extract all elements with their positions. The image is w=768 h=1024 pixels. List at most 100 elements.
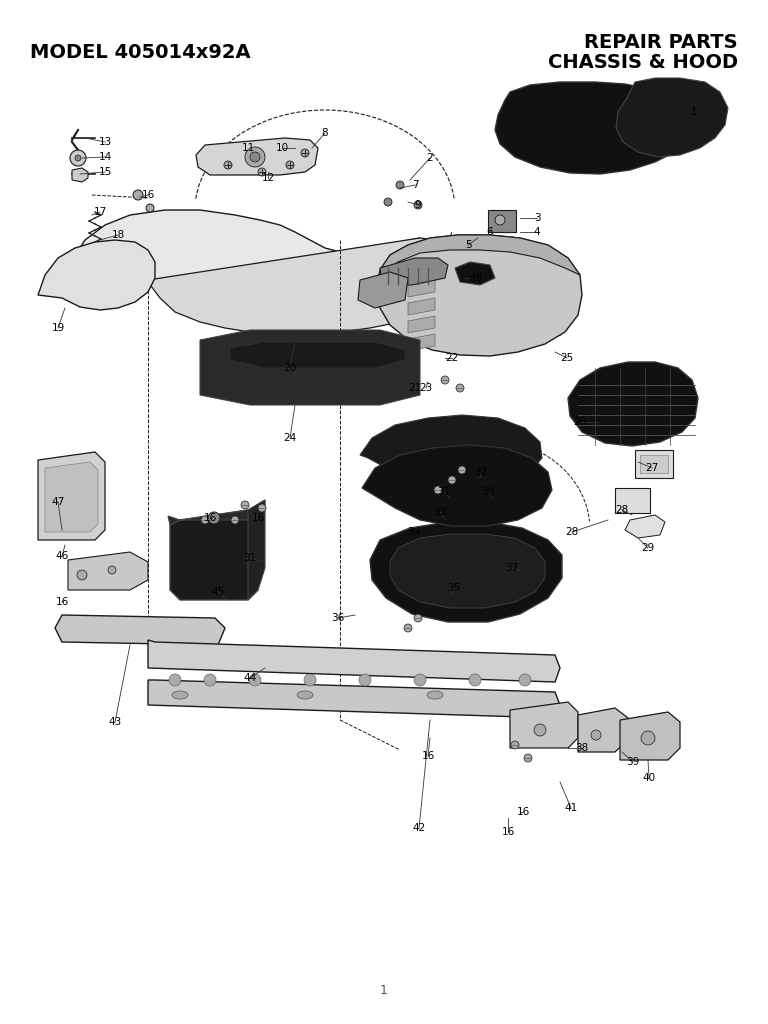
Text: 36: 36 (331, 613, 345, 623)
Circle shape (258, 504, 266, 512)
Text: 1: 1 (690, 106, 697, 117)
Polygon shape (168, 500, 265, 525)
Text: 31: 31 (437, 487, 451, 497)
Polygon shape (510, 702, 578, 748)
Text: 48: 48 (469, 273, 482, 283)
Polygon shape (380, 234, 580, 275)
Circle shape (245, 147, 265, 167)
Text: 34: 34 (407, 527, 421, 537)
Text: 6: 6 (487, 227, 493, 237)
Polygon shape (358, 272, 408, 308)
Bar (488, 210, 516, 232)
Circle shape (77, 570, 87, 580)
Circle shape (404, 624, 412, 632)
Text: 28: 28 (565, 527, 578, 537)
Polygon shape (408, 316, 435, 333)
Polygon shape (620, 712, 680, 760)
Text: 17: 17 (94, 207, 107, 217)
Circle shape (469, 674, 481, 686)
Ellipse shape (297, 691, 313, 699)
Text: 16: 16 (422, 751, 435, 761)
Text: 22: 22 (445, 353, 458, 362)
Polygon shape (148, 680, 560, 718)
Polygon shape (72, 168, 88, 182)
Polygon shape (38, 452, 105, 540)
Text: 1: 1 (380, 983, 388, 996)
Polygon shape (370, 522, 562, 622)
Polygon shape (148, 640, 560, 682)
Polygon shape (230, 342, 405, 368)
Text: REPAIR PARTS: REPAIR PARTS (584, 33, 738, 51)
Circle shape (641, 731, 655, 745)
Circle shape (169, 674, 181, 686)
Text: 42: 42 (412, 823, 425, 833)
Circle shape (146, 204, 154, 212)
Ellipse shape (427, 691, 443, 699)
Circle shape (108, 566, 116, 574)
Circle shape (224, 161, 232, 169)
Text: 32: 32 (475, 467, 488, 477)
Text: 16: 16 (502, 827, 515, 837)
Text: 2: 2 (427, 153, 433, 163)
Polygon shape (196, 138, 318, 175)
Text: 5: 5 (465, 240, 472, 250)
Text: 37: 37 (505, 563, 518, 573)
Circle shape (519, 674, 531, 686)
Text: MODEL 405014x92A: MODEL 405014x92A (30, 43, 250, 61)
Text: 26: 26 (574, 417, 587, 427)
Polygon shape (380, 258, 448, 285)
Text: 45: 45 (211, 587, 224, 597)
Text: 38: 38 (575, 743, 588, 753)
Text: 20: 20 (283, 362, 296, 373)
Circle shape (414, 201, 422, 209)
Circle shape (286, 161, 294, 169)
Circle shape (384, 198, 392, 206)
Circle shape (250, 152, 260, 162)
Circle shape (591, 730, 601, 740)
Circle shape (208, 512, 220, 524)
Polygon shape (495, 82, 692, 174)
Text: 33: 33 (433, 507, 447, 517)
Circle shape (258, 168, 266, 176)
Polygon shape (68, 552, 148, 590)
Circle shape (249, 674, 261, 686)
Text: 43: 43 (108, 717, 121, 727)
Text: 15: 15 (98, 167, 111, 177)
Text: 16: 16 (516, 807, 530, 817)
Text: 3: 3 (534, 213, 541, 223)
Bar (635, 450, 673, 478)
Text: CHASSIS & HOOD: CHASSIS & HOOD (548, 52, 738, 72)
Circle shape (201, 516, 209, 524)
Ellipse shape (172, 691, 188, 699)
Circle shape (414, 614, 422, 622)
Polygon shape (578, 708, 628, 752)
Text: 47: 47 (51, 497, 65, 507)
Text: 24: 24 (283, 433, 296, 443)
Text: 25: 25 (561, 353, 574, 362)
Circle shape (524, 754, 532, 762)
Text: 27: 27 (645, 463, 659, 473)
Circle shape (448, 476, 456, 484)
Circle shape (458, 466, 466, 474)
Circle shape (241, 501, 249, 509)
Text: 18: 18 (111, 230, 124, 240)
Polygon shape (362, 445, 552, 526)
Polygon shape (170, 510, 258, 600)
Text: 11: 11 (241, 143, 255, 153)
Text: 9: 9 (415, 200, 422, 210)
Circle shape (231, 516, 239, 524)
Polygon shape (65, 210, 420, 308)
Text: 14: 14 (98, 152, 111, 162)
Polygon shape (45, 462, 98, 532)
Text: 46: 46 (55, 551, 68, 561)
Text: 21: 21 (409, 383, 422, 393)
Text: 16: 16 (141, 190, 154, 200)
Polygon shape (200, 330, 420, 406)
Circle shape (414, 674, 426, 686)
Text: 8: 8 (322, 128, 328, 138)
Polygon shape (408, 280, 435, 297)
Circle shape (204, 674, 216, 686)
Polygon shape (360, 415, 542, 488)
Text: 4: 4 (534, 227, 541, 237)
Text: 7: 7 (412, 180, 419, 190)
